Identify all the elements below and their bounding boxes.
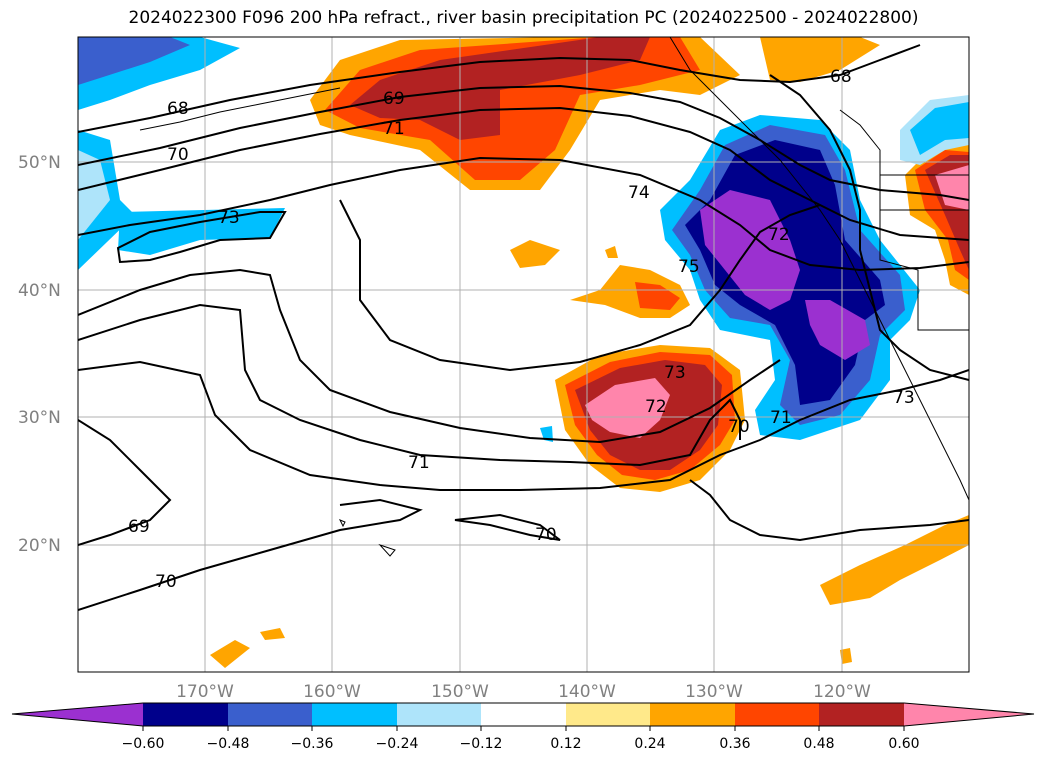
lon-label: 140°W [558,682,616,702]
contour-label: 71 [383,119,405,139]
colorbar-bin [735,703,819,726]
colorbar-tick-label: −0.36 [291,736,334,752]
colorbar: −0.60 −0.48 −0.36 −0.24 −0.12 0.12 0.24 … [11,702,1035,752]
lon-label: 120°W [813,682,871,702]
precip-shading [78,37,969,668]
height-contours [78,44,969,611]
contour-label: 73 [664,363,686,383]
contour-label: 68 [167,99,189,119]
contour-label: 75 [678,257,700,277]
colorbar-bin [819,703,904,726]
colorbar-tick-label: 0.24 [634,736,665,752]
colorbar-bin [481,703,566,726]
colorbar-bin [397,703,481,726]
contour-label: 74 [628,183,650,203]
longitude-labels: 170°W 160°W 150°W 140°W 130°W 120°W [176,682,871,702]
colorbar-tick-label: 0.12 [550,736,581,752]
colorbar-bin [143,703,228,726]
contour-label: 72 [645,397,667,417]
lon-label: 170°W [176,682,234,702]
colorbar-bin [650,703,735,726]
colorbar-bin [566,703,650,726]
colorbar-bin [312,703,397,726]
lon-label: 130°W [685,682,743,702]
colorbar-under-arrow [12,703,143,726]
map-frame [77,36,970,673]
colorbar-tick-label: 0.60 [888,736,919,752]
contour-label: 71 [408,453,430,473]
colorbar-tick-label: −0.60 [122,736,165,752]
contour-label: 73 [218,208,240,228]
contour-label: 68 [830,67,852,87]
contour-label: 70 [535,525,557,545]
contour-label: 70 [155,572,177,592]
colorbar-over-arrow [904,703,1034,726]
contour-label: 69 [128,517,150,537]
colorbar-tick-label: 0.36 [719,736,750,752]
coastlines [139,37,969,557]
contour-label: 71 [770,408,792,428]
contour-label: 73 [893,388,915,408]
contour-label: 70 [728,417,750,437]
contour-label: 72 [768,225,790,245]
lat-label: 50°N [18,153,61,173]
colorbar-tick-label: −0.24 [376,736,419,752]
colorbar-tick-label: −0.48 [207,736,250,752]
lat-label: 30°N [18,408,61,428]
colorbar-bin [228,703,312,726]
contour-labels: 68 69 71 70 73 74 72 75 73 72 71 70 71 7… [128,67,915,592]
lat-label: 40°N [18,281,61,301]
lon-label: 160°W [303,682,361,702]
contour-label: 69 [383,89,405,109]
latitude-labels: 50°N 40°N 30°N 20°N [18,153,61,556]
contour-label: 70 [167,145,189,165]
lon-label: 150°W [431,682,489,702]
colorbar-tick-label: −0.12 [460,736,503,752]
colorbar-tick-label: 0.48 [803,736,834,752]
figure-title: 2024022300 F096 200 hPa refract., river … [128,8,919,28]
lat-label: 20°N [18,536,61,556]
